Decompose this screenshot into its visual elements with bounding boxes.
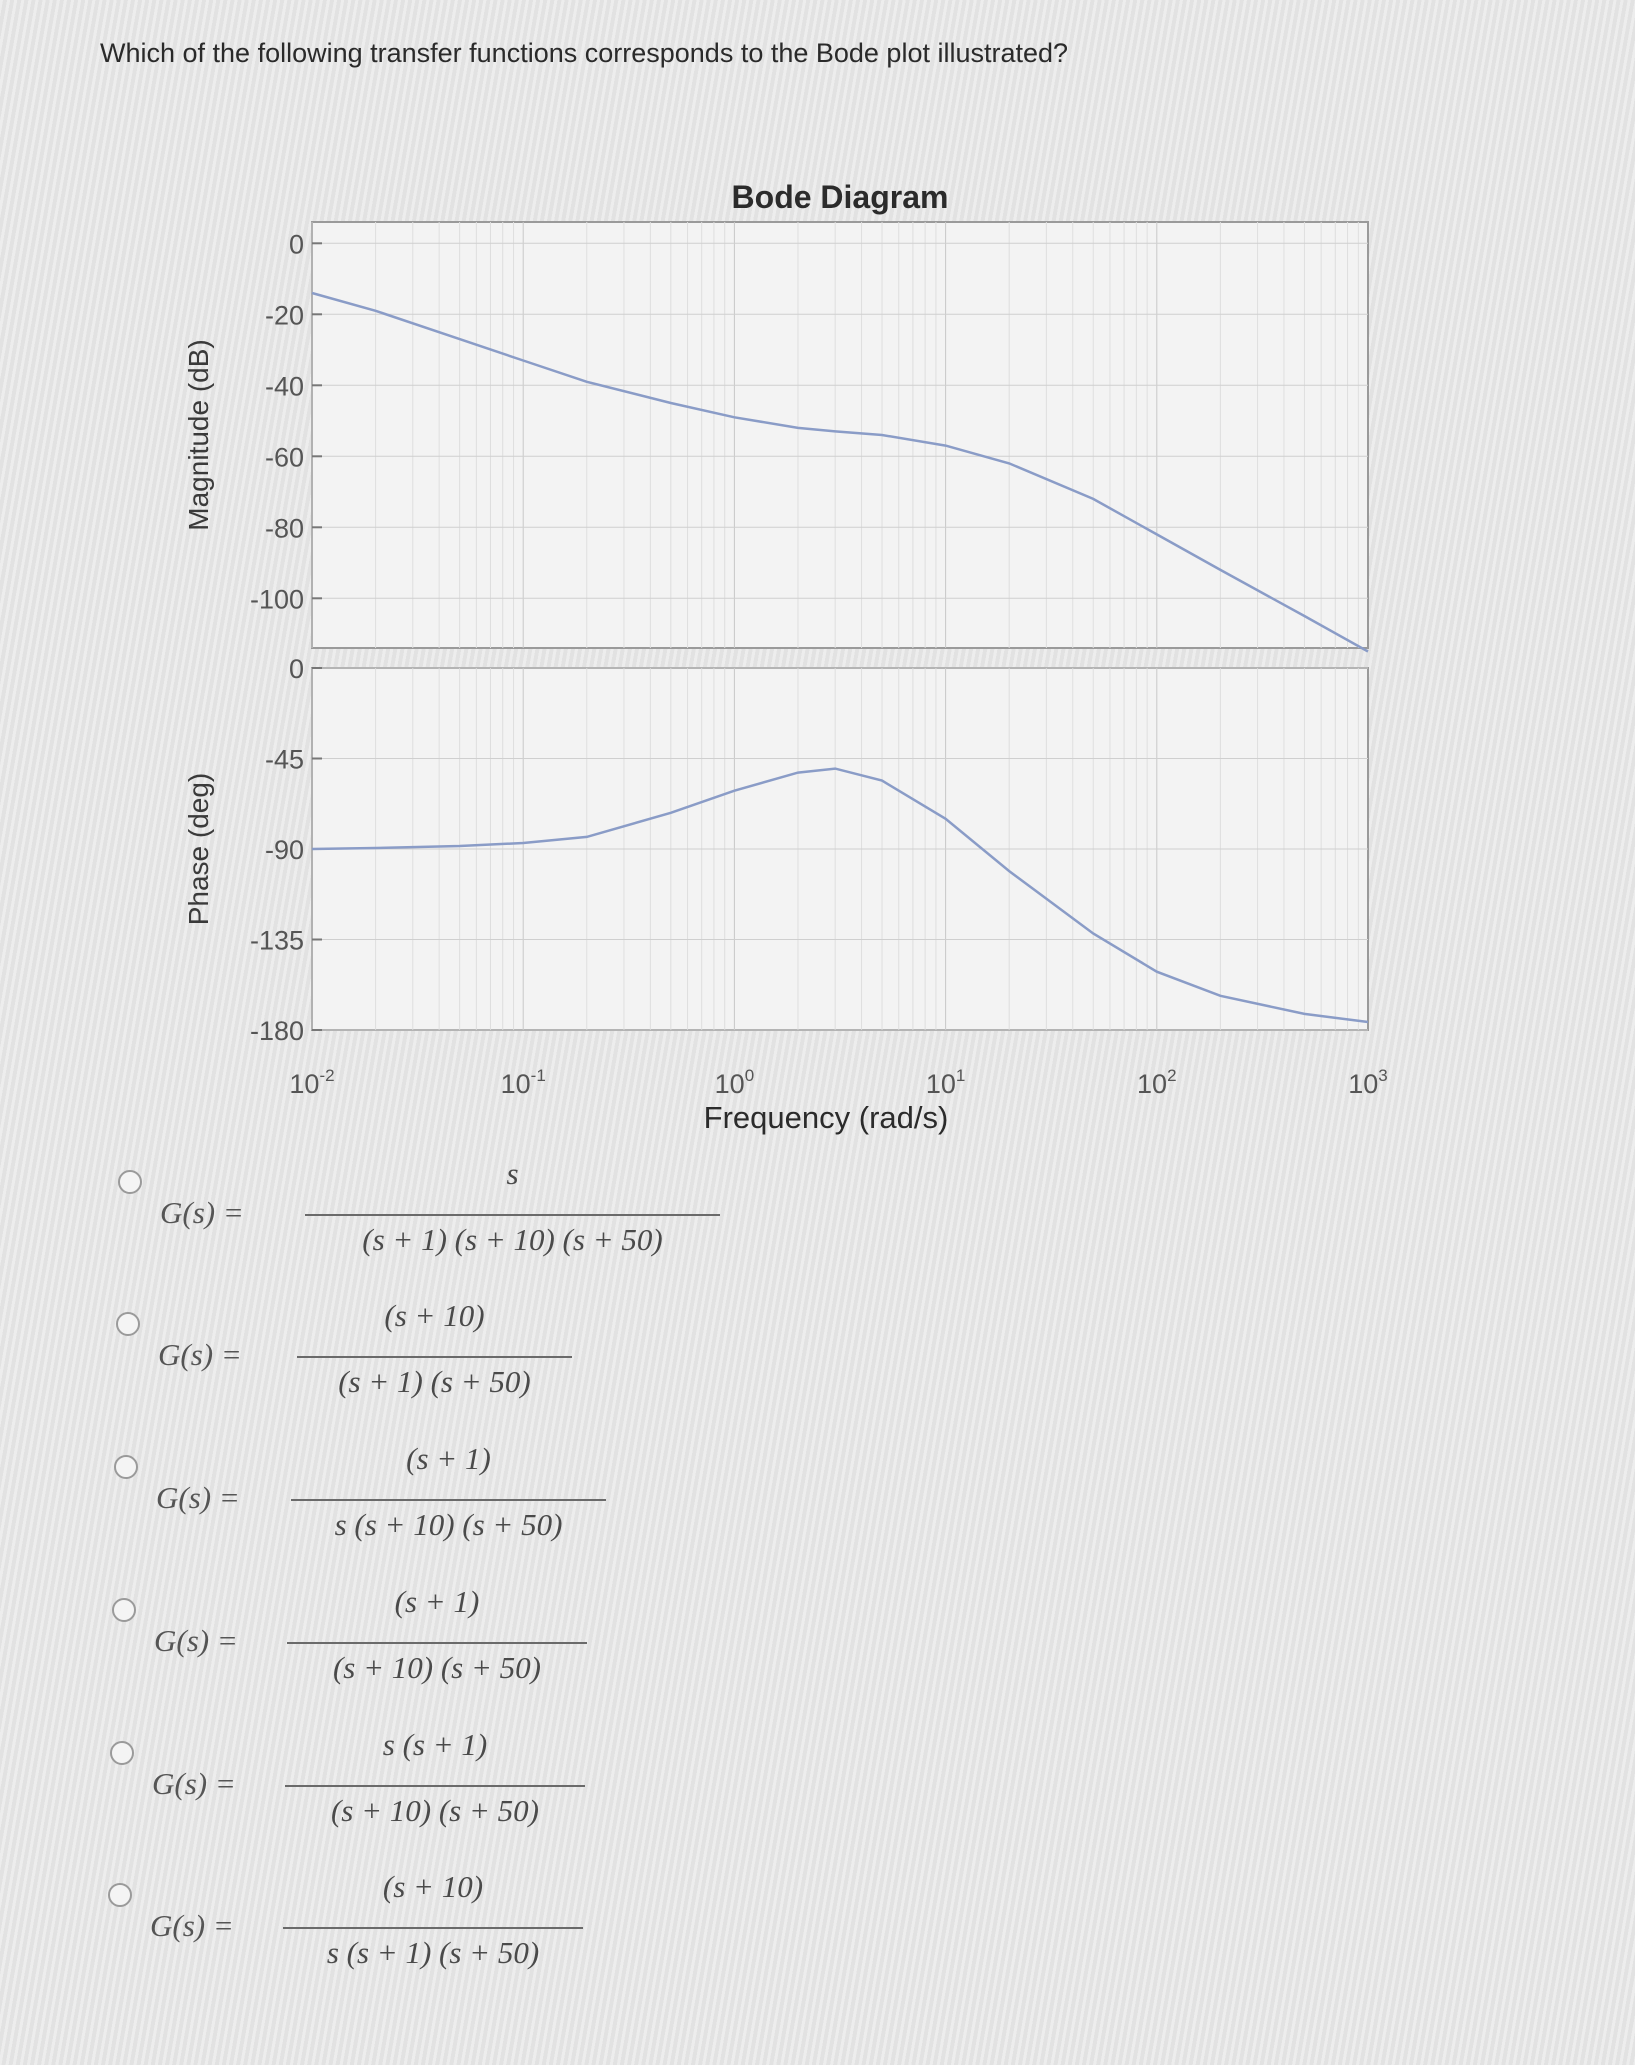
y-tick-label: -40 [265, 371, 304, 401]
x-tick-label: 103 [1348, 1066, 1388, 1099]
fraction-bar [305, 1214, 720, 1216]
radio-button[interactable] [112, 1598, 136, 1622]
function-lhs: G(s) = [156, 1480, 240, 1515]
answer-option[interactable]: G(s) = (s + 1) s (s + 10) (s + 50) [0, 1441, 700, 1595]
fraction-bar [285, 1785, 585, 1787]
x-tick-label: 10-1 [501, 1066, 546, 1099]
y-tick-label: -20 [265, 300, 304, 330]
fraction-bar [287, 1642, 587, 1644]
y-tick-label: 0 [289, 654, 304, 684]
y-tick-label: -180 [250, 1016, 304, 1046]
answer-option[interactable]: G(s) = (s + 10) s (s + 1) (s + 50) [0, 1869, 700, 2023]
y-axis-label: Magnitude (dB) [183, 339, 214, 530]
y-tick-label: -60 [265, 442, 304, 472]
answer-option[interactable]: G(s) = (s + 1) (s + 10) (s + 50) [0, 1584, 700, 1738]
denominator: s (s + 10) (s + 50) [334, 1507, 563, 1542]
numerator: s (s + 1) [382, 1727, 488, 1762]
fraction-bar [291, 1499, 606, 1501]
fraction-bar [297, 1356, 572, 1358]
bode-chart: Bode Diagram 0 -20 -40 -60 -80 -100 Magnitude (… [183, 179, 1388, 1135]
x-tick-label: 100 [715, 1066, 755, 1099]
y-tick-label: -135 [250, 926, 304, 956]
denominator: (s + 10) (s + 50) [330, 1793, 539, 1828]
answer-option[interactable]: G(s) = s (s + 1) (s + 10) (s + 50) [0, 1727, 700, 1881]
fraction-bar [283, 1927, 583, 1929]
denominator: (s + 1) (s + 50) [338, 1364, 531, 1399]
x-tick-label: 102 [1137, 1066, 1177, 1099]
numerator: (s + 1) [406, 1441, 491, 1476]
function-lhs: G(s) = [158, 1337, 242, 1372]
radio-button[interactable] [116, 1312, 140, 1336]
denominator: (s + 10) (s + 50) [332, 1650, 541, 1685]
function-lhs: G(s) = [160, 1195, 244, 1230]
y-tick-label: -80 [265, 513, 304, 543]
function-lhs: G(s) = [154, 1623, 238, 1658]
radio-button[interactable] [108, 1883, 132, 1907]
answer-option[interactable]: G(s) = (s + 10) (s + 1) (s + 50) [0, 1298, 700, 1452]
radio-button[interactable] [118, 1170, 142, 1194]
y-tick-label: -100 [250, 584, 304, 614]
radio-button[interactable] [110, 1741, 134, 1765]
series-line-magnitude [311, 291, 1369, 653]
y-axis-label: Phase (deg) [183, 773, 214, 926]
denominator: s (s + 1) (s + 50) [326, 1935, 540, 1970]
function-lhs: G(s) = [152, 1766, 236, 1801]
y-tick-label: -90 [265, 835, 304, 865]
answer-option[interactable]: G(s) = s (s + 1) (s + 10) (s + 50) [0, 1156, 720, 1310]
y-tick-label: 0 [289, 229, 304, 259]
radio-button[interactable] [114, 1455, 138, 1479]
numerator: s [506, 1156, 519, 1191]
chart-title: Bode Diagram [732, 179, 949, 215]
numerator: (s + 10) [384, 1298, 485, 1333]
plot-box-magnitude [311, 221, 1369, 649]
numerator: (s + 1) [394, 1584, 480, 1619]
function-lhs: G(s) = [150, 1908, 234, 1943]
question-text: Which of the following transfer function… [100, 38, 1069, 68]
x-axis-label: Frequency (rad/s) [704, 1100, 949, 1135]
series-line-phase [311, 767, 1369, 1024]
x-tick-label: 101 [926, 1066, 966, 1099]
y-tick-label: -45 [265, 745, 304, 775]
x-tick-label: 10-2 [289, 1066, 334, 1099]
denominator: (s + 1) (s + 10) (s + 50) [362, 1222, 663, 1257]
numerator: (s + 10) [382, 1869, 484, 1904]
